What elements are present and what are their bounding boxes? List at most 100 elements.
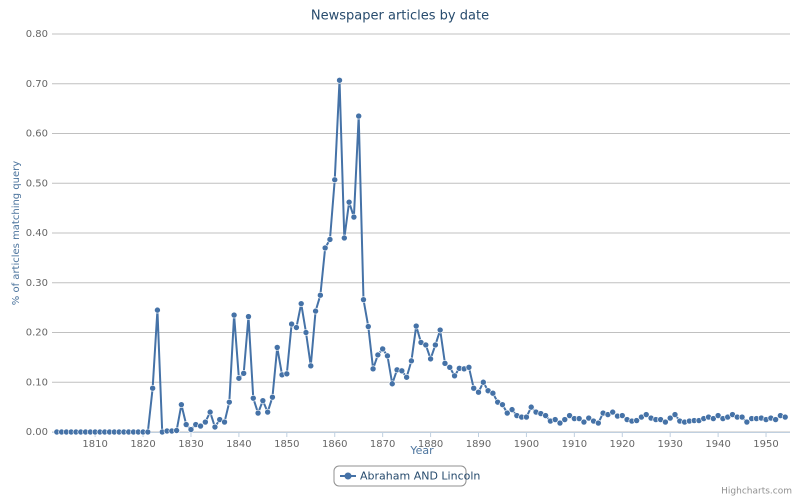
- chart-title: Newspaper articles by date: [311, 9, 489, 24]
- data-point[interactable]: [422, 341, 430, 349]
- data-point[interactable]: [307, 362, 315, 370]
- data-point[interactable]: [575, 415, 583, 422]
- data-point[interactable]: [618, 412, 626, 419]
- data-point[interactable]: [379, 345, 386, 353]
- data-point[interactable]: [556, 419, 564, 427]
- data-point[interactable]: [503, 409, 511, 417]
- data-point[interactable]: [178, 401, 185, 408]
- data-point[interactable]: [714, 412, 722, 419]
- data-point[interactable]: [336, 76, 343, 84]
- data-point[interactable]: [489, 389, 497, 397]
- data-point[interactable]: [566, 412, 573, 419]
- data-point[interactable]: [398, 367, 406, 375]
- data-point[interactable]: [479, 378, 487, 386]
- data-point[interactable]: [642, 411, 650, 418]
- data-point[interactable]: [350, 213, 358, 221]
- data-point[interactable]: [738, 413, 746, 421]
- data-point[interactable]: [173, 427, 180, 434]
- legend-symbol: [344, 472, 352, 480]
- data-point[interactable]: [527, 403, 535, 411]
- data-point[interactable]: [772, 416, 779, 423]
- data-point[interactable]: [211, 423, 219, 431]
- data-point[interactable]: [408, 357, 415, 365]
- data-point[interactable]: [499, 401, 506, 408]
- data-point[interactable]: [297, 300, 305, 307]
- data-point[interactable]: [221, 418, 228, 426]
- data-point[interactable]: [441, 360, 449, 367]
- data-point[interactable]: [436, 326, 444, 334]
- data-point[interactable]: [475, 388, 482, 396]
- data-point[interactable]: [355, 112, 363, 120]
- data-point[interactable]: [206, 408, 214, 416]
- data-point[interactable]: [508, 406, 516, 413]
- data-point[interactable]: [312, 307, 319, 315]
- data-point[interactable]: [451, 372, 458, 380]
- data-point[interactable]: [273, 344, 281, 351]
- data-point[interactable]: [609, 408, 616, 416]
- data-point[interactable]: [202, 418, 209, 426]
- data-point[interactable]: [427, 355, 434, 363]
- data-point[interactable]: [269, 393, 276, 401]
- data-point[interactable]: [412, 322, 420, 330]
- data-point[interactable]: [240, 369, 247, 377]
- data-point[interactable]: [388, 380, 396, 388]
- credits[interactable]: Highcharts.com: [721, 487, 792, 497]
- data-point[interactable]: [523, 413, 530, 421]
- y-tick-label: 0.50: [26, 178, 48, 189]
- data-point[interactable]: [197, 422, 204, 430]
- data-point[interactable]: [264, 408, 271, 416]
- data-point[interactable]: [154, 306, 161, 314]
- data-point[interactable]: [235, 374, 243, 382]
- data-point[interactable]: [710, 415, 717, 422]
- data-point[interactable]: [341, 234, 348, 242]
- y-tick-label: 0.60: [26, 129, 48, 140]
- data-point[interactable]: [470, 384, 478, 392]
- legend-label[interactable]: Abraham AND Lincoln: [360, 470, 480, 483]
- data-point[interactable]: [384, 352, 391, 360]
- data-point[interactable]: [781, 413, 789, 421]
- data-point[interactable]: [259, 397, 267, 404]
- data-point[interactable]: [254, 409, 262, 417]
- x-tick-label: 1920: [610, 439, 635, 450]
- data-point[interactable]: [149, 384, 156, 392]
- data-point[interactable]: [245, 313, 252, 320]
- data-point[interactable]: [249, 394, 257, 402]
- data-point[interactable]: [326, 236, 334, 243]
- data-point[interactable]: [321, 244, 329, 252]
- data-point[interactable]: [542, 412, 549, 419]
- data-point[interactable]: [595, 419, 602, 427]
- data-point[interactable]: [585, 414, 593, 422]
- data-point[interactable]: [551, 416, 559, 423]
- data-point[interactable]: [671, 411, 679, 418]
- data-point[interactable]: [446, 364, 454, 371]
- data-point[interactable]: [360, 296, 367, 303]
- data-point[interactable]: [465, 364, 473, 371]
- data-point[interactable]: [374, 351, 382, 359]
- data-point[interactable]: [743, 418, 751, 426]
- x-tick-label: 1810: [82, 439, 107, 450]
- data-point[interactable]: [302, 329, 310, 336]
- data-point[interactable]: [364, 323, 372, 330]
- data-point[interactable]: [580, 418, 588, 426]
- data-point[interactable]: [230, 311, 238, 319]
- data-point[interactable]: [288, 320, 295, 328]
- data-point[interactable]: [283, 370, 291, 378]
- data-point[interactable]: [666, 414, 674, 422]
- data-point[interactable]: [293, 324, 300, 331]
- x-tick-label: 1880: [418, 439, 443, 450]
- data-point[interactable]: [345, 198, 353, 206]
- data-point[interactable]: [144, 428, 152, 436]
- data-point[interactable]: [317, 291, 324, 299]
- data-point[interactable]: [403, 373, 410, 381]
- legend-box: [333, 465, 467, 487]
- data-point[interactable]: [633, 417, 640, 424]
- x-tick-label: 1900: [514, 439, 539, 450]
- data-point[interactable]: [432, 341, 439, 349]
- data-point[interactable]: [187, 426, 195, 433]
- data-point[interactable]: [226, 398, 233, 406]
- data-point[interactable]: [561, 416, 569, 423]
- data-point[interactable]: [182, 421, 190, 428]
- data-point[interactable]: [331, 176, 339, 184]
- data-point[interactable]: [662, 418, 669, 426]
- data-point[interactable]: [369, 365, 377, 373]
